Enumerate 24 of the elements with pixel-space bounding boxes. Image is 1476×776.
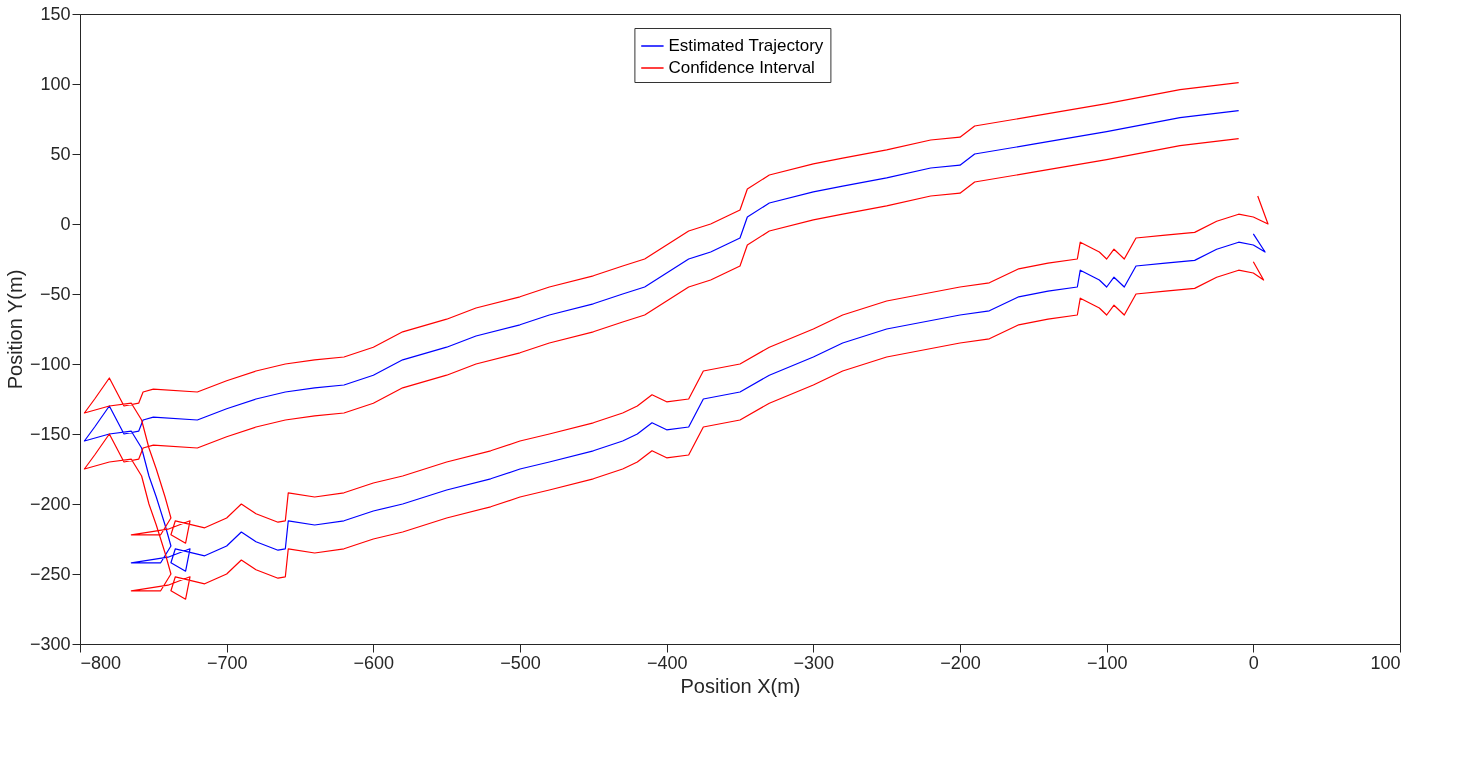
y-axis-title: Position Y(m) [3, 269, 26, 390]
x-tick-label: −500 [500, 652, 541, 673]
x-tick-label: −700 [206, 652, 248, 673]
x-tick-label: −600 [353, 652, 395, 673]
y-tick-label: −300 [29, 633, 71, 654]
x-tick-label: −800 [80, 652, 122, 673]
y-tick-label: 150 [40, 3, 71, 24]
y-tick-label: −200 [29, 493, 71, 514]
y-tick-label: 50 [50, 143, 71, 164]
x-tick-label: −400 [646, 652, 688, 673]
x-tick-label: −100 [1086, 652, 1128, 673]
y-tick-label: 100 [40, 73, 71, 94]
y-tick-label: −100 [29, 353, 71, 374]
legend-label: Confidence Interval [668, 58, 815, 77]
y-tick-label: −250 [29, 563, 71, 584]
y-tick-label: −50 [39, 283, 71, 304]
y-tick-label: 0 [60, 213, 71, 234]
y-tick-label: −150 [29, 423, 71, 444]
legend-label: Estimated Trajectory [668, 36, 824, 55]
x-tick-label: −300 [793, 652, 835, 673]
x-tick-label: 0 [1248, 652, 1259, 673]
x-tick-label: −200 [940, 652, 981, 673]
x-tick-label: 100 [1370, 652, 1401, 673]
x-axis-title: Position X(m) [680, 674, 801, 697]
